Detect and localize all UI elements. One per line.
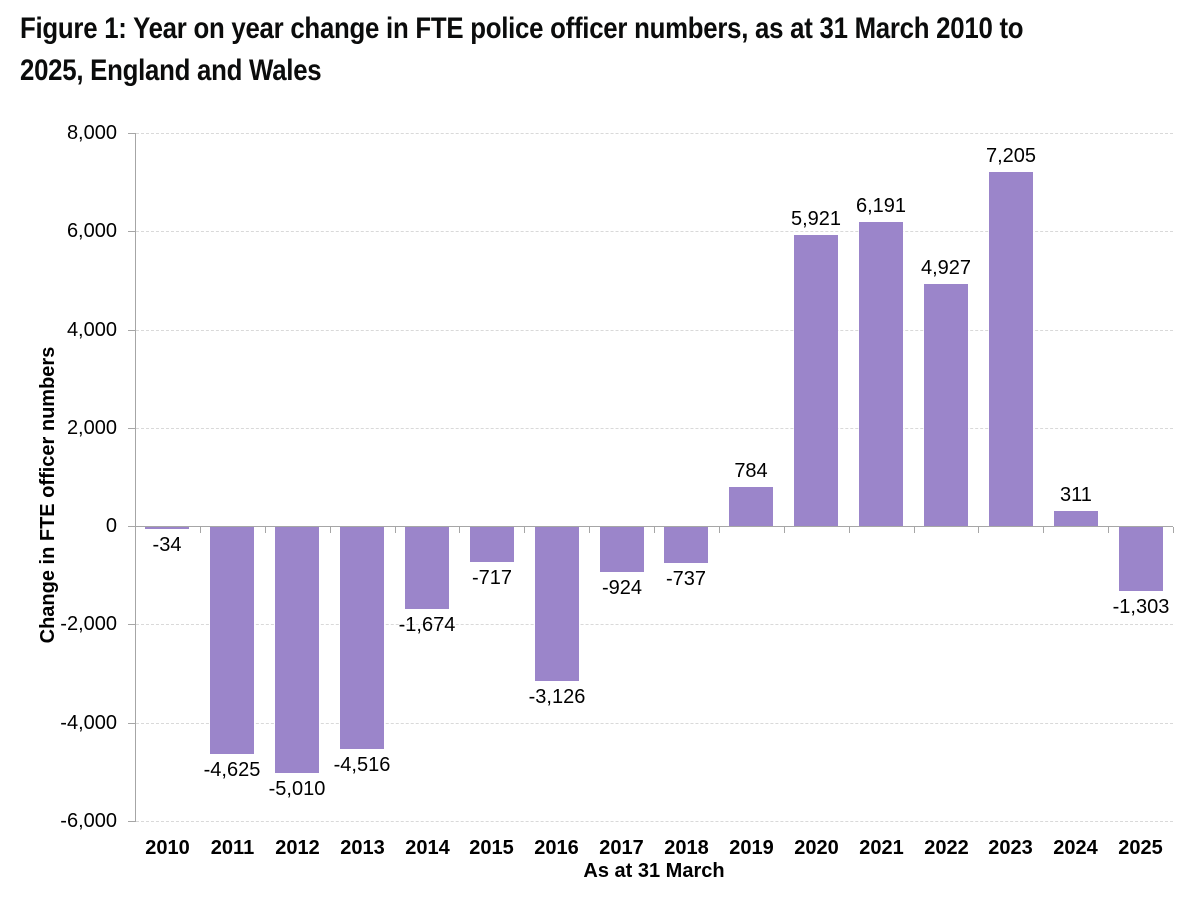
bar-value-label-2014: -1,674 [398, 614, 456, 636]
x-tick-16 [1173, 527, 1174, 533]
y-tick-6000 [128, 231, 135, 232]
x-tick-label-2023: 2023 [988, 837, 1033, 859]
bar-value-label-2021: 6,191 [855, 195, 907, 217]
x-tick-5 [459, 527, 460, 533]
y-axis-title: Change in FTE officer numbers [37, 346, 59, 644]
y-tick-label-2000: 2,000 [66, 417, 117, 439]
x-tick-15 [1108, 527, 1109, 533]
bar-2014 [405, 527, 449, 609]
y-axis-line [135, 133, 136, 822]
x-tick-label-2010: 2010 [145, 837, 190, 859]
x-tick-label-2012: 2012 [275, 837, 320, 859]
y-tick--4000 [128, 723, 135, 724]
gridline-8000 [136, 133, 1173, 134]
x-tick-3 [330, 527, 331, 533]
x-tick-11 [849, 527, 850, 533]
bar-value-label-2017: -924 [601, 577, 643, 599]
bar-2020 [794, 235, 838, 526]
gridline--2000 [136, 624, 1173, 625]
bar-value-label-2019: 784 [734, 460, 768, 482]
x-tick-label-2024: 2024 [1053, 837, 1098, 859]
figure-title-line-1: Figure 1: Year on year change in FTE pol… [20, 12, 1024, 45]
x-tick-label-2022: 2022 [924, 837, 969, 859]
bar-value-label-2010: -34 [152, 534, 182, 556]
bar-2023 [989, 172, 1033, 526]
x-tick-label-2014: 2014 [405, 837, 450, 859]
bar-2011 [210, 527, 254, 754]
x-tick-9 [719, 527, 720, 533]
x-tick-label-2025: 2025 [1118, 837, 1163, 859]
bar-2016 [535, 527, 579, 681]
bar-2024 [1054, 511, 1098, 526]
y-tick-0 [128, 526, 135, 527]
x-tick-label-2021: 2021 [859, 837, 904, 859]
y-tick-label-4000: 4,000 [66, 319, 117, 341]
x-axis-title: As at 31 March [583, 860, 725, 882]
figure-title: Figure 1: Year on year change in FTE pol… [20, 8, 1024, 92]
x-tick-label-2015: 2015 [469, 837, 514, 859]
x-tick-label-2017: 2017 [599, 837, 644, 859]
y-tick--2000 [128, 624, 135, 625]
bar-value-label-2015: -717 [471, 567, 513, 589]
x-tick-7 [589, 527, 590, 533]
bar-2019 [729, 487, 773, 526]
gridline--4000 [136, 723, 1173, 724]
x-tick-label-2019: 2019 [729, 837, 774, 859]
bar-value-label-2025: -1,303 [1112, 596, 1170, 618]
y-tick-label-6000: 6,000 [66, 220, 117, 242]
x-tick-label-2020: 2020 [794, 837, 839, 859]
bar-value-label-2011: -4,625 [203, 759, 261, 781]
bar-value-label-2023: 7,205 [985, 145, 1037, 167]
y-tick-4000 [128, 330, 135, 331]
x-tick-2 [265, 527, 266, 533]
bar-2012 [275, 527, 319, 773]
bar-2022 [924, 284, 968, 526]
y-tick-label--4000: -4,000 [60, 712, 117, 734]
y-tick-label-0: 0 [105, 515, 117, 537]
gridline--6000 [136, 821, 1173, 822]
x-tick-12 [914, 527, 915, 533]
bar-value-label-2020: 5,921 [790, 208, 842, 230]
bar-value-label-2018: -737 [665, 568, 707, 590]
gridline-6000 [136, 231, 1173, 232]
x-tick-label-2013: 2013 [340, 837, 385, 859]
y-tick-8000 [128, 133, 135, 134]
x-tick-6 [524, 527, 525, 533]
gridline-2000 [136, 428, 1173, 429]
bar-value-label-2012: -5,010 [268, 778, 326, 800]
bar-2017 [600, 527, 644, 572]
x-tick-13 [978, 527, 979, 533]
bar-2018 [664, 527, 708, 563]
x-axis-zero-line [135, 526, 1173, 527]
bar-2015 [470, 527, 514, 562]
x-tick-0 [135, 527, 136, 533]
x-tick-label-2011: 2011 [210, 837, 255, 859]
x-tick-10 [784, 527, 785, 533]
y-tick-label--6000: -6,000 [60, 810, 117, 832]
bar-2021 [859, 222, 903, 526]
x-tick-8 [654, 527, 655, 533]
x-tick-label-2016: 2016 [534, 837, 579, 859]
bar-value-label-2013: -4,516 [333, 754, 391, 776]
x-tick-14 [1043, 527, 1044, 533]
gridline-4000 [136, 330, 1173, 331]
bar-2025 [1119, 527, 1163, 591]
y-tick-2000 [128, 428, 135, 429]
bar-value-label-2016: -3,126 [528, 686, 586, 708]
x-tick-4 [395, 527, 396, 533]
bar-value-label-2022: 4,927 [920, 257, 972, 279]
x-tick-label-2018: 2018 [664, 837, 709, 859]
y-tick-label--2000: -2,000 [60, 613, 117, 635]
bar-value-label-2024: 311 [1060, 484, 1092, 506]
bar-2013 [340, 527, 384, 749]
y-tick--6000 [128, 821, 135, 822]
y-tick-label-8000: 8,000 [66, 122, 117, 144]
bar-2010 [145, 527, 189, 529]
figure-title-line-2: 2025, England and Wales [20, 54, 322, 87]
x-tick-1 [200, 527, 201, 533]
